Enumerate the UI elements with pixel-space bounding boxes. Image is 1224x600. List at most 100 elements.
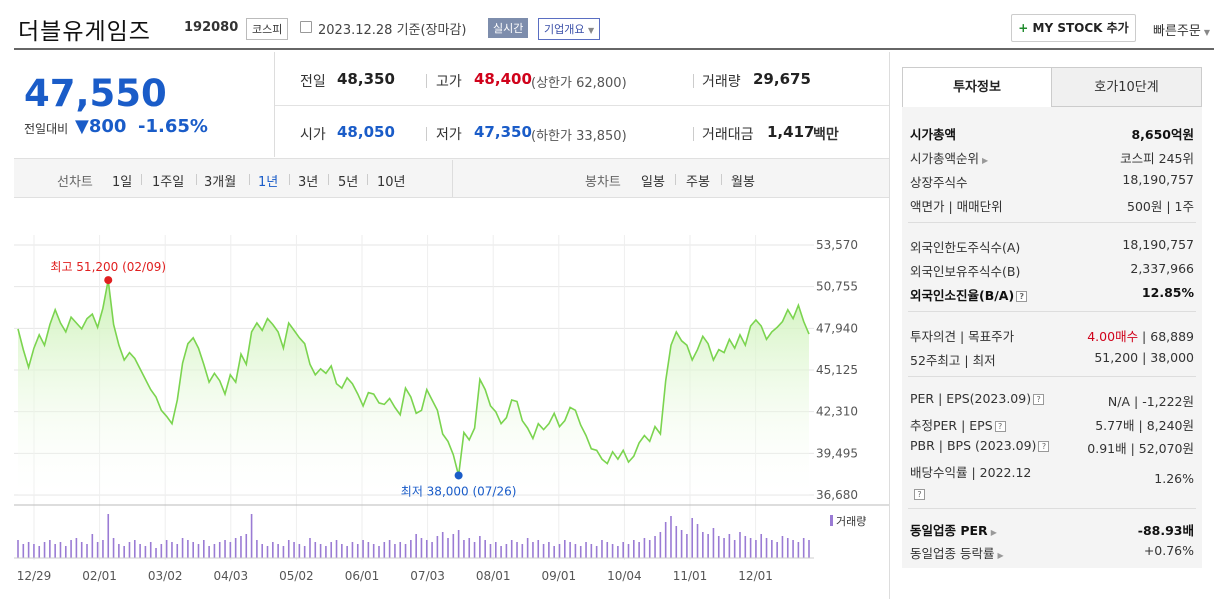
volume-bar (489, 544, 492, 558)
volume-bar (378, 546, 380, 558)
volume-bar (266, 546, 269, 558)
volume-bar (765, 538, 768, 558)
help-icon[interactable]: ? (994, 421, 1006, 432)
divider (141, 174, 142, 185)
volume-bar (80, 542, 83, 558)
est-per-row: 추정PER | EPS? (910, 415, 1006, 434)
volume-bar (786, 538, 789, 558)
volume-bar (287, 540, 290, 558)
foreign-rate-label: 외국인소진율(B/A) (910, 288, 1015, 303)
volume-bar (776, 542, 778, 558)
tab-monthly[interactable]: 월봉 (731, 175, 755, 190)
price-chart[interactable]: 53,570 50,755 47,940 45,125 42,310 39,495 36,6… (14, 230, 890, 600)
help-icon[interactable]: ? (1038, 441, 1050, 452)
tab-10y[interactable]: 10년 (377, 175, 406, 190)
tab-1y[interactable]: 1년 (258, 175, 279, 190)
volume-bar (574, 544, 577, 558)
volume-bar (309, 538, 311, 558)
x-tick-label: 04/03 (214, 569, 249, 583)
market-cap-rank-link[interactable]: 시가총액순위 ▶ (910, 148, 988, 167)
volume-bar (633, 540, 635, 558)
volume-bar (611, 544, 614, 558)
divider (693, 127, 694, 141)
volume-bar (494, 542, 497, 558)
volume-bar (335, 540, 338, 558)
volume-bar (43, 542, 46, 558)
volume-bar (346, 546, 348, 558)
company-overview-dropdown[interactable]: 기업개요 ▼ (538, 18, 601, 40)
volume-bar (532, 542, 534, 558)
volume-bar (744, 536, 747, 558)
volume-bar (622, 542, 624, 558)
tab-orderbook[interactable]: 호가10단계 (1051, 67, 1202, 107)
add-my-stock-button[interactable]: + MY STOCK 추가 (1011, 14, 1136, 42)
help-icon[interactable]: ? (1016, 291, 1028, 302)
realtime-button[interactable]: 실시간 (488, 18, 529, 38)
volume-bar (298, 544, 301, 558)
volume-bar (457, 530, 460, 558)
volume-bar (606, 542, 609, 558)
volume-bar (383, 542, 386, 558)
help-icon[interactable]: ? (914, 489, 925, 500)
sector-rate-link[interactable]: 동일업종 등락률 ▶ (910, 543, 1004, 562)
volume-bar (797, 542, 800, 558)
sector-per-link[interactable]: 동일업종 PER ▶ (910, 520, 997, 539)
header-divider (14, 48, 1214, 50)
tab-1w[interactable]: 1주일 (152, 175, 185, 190)
volume-bar (680, 530, 683, 558)
tab-1d[interactable]: 1일 (112, 175, 133, 190)
divider (889, 52, 890, 599)
divider (274, 52, 275, 157)
tab-3y[interactable]: 3년 (298, 175, 319, 190)
help-icon[interactable]: ? (1033, 394, 1045, 405)
y-tick-label: 53,570 (816, 238, 858, 252)
volume-bar (272, 542, 274, 558)
x-tick-label: 12/29 (17, 569, 52, 583)
div-value: 1.26% (1154, 471, 1194, 486)
volume-bar (659, 532, 662, 558)
volume-bar (569, 542, 571, 558)
volume-bar (75, 538, 78, 558)
est-per-label: 추정PER | EPS (910, 418, 993, 433)
tab-invest-info[interactable]: 투자정보 (902, 67, 1052, 107)
quick-order-button[interactable]: 빠른주문 ▼ (1153, 20, 1210, 39)
x-tick-label: 07/03 (410, 569, 445, 583)
div-help: ? (912, 484, 925, 503)
volume-bar (277, 544, 279, 558)
volume-bar (314, 542, 317, 558)
high-label: 고가 (436, 74, 462, 90)
volume-bar (627, 544, 630, 558)
volume-bar (410, 540, 412, 558)
volume-bar (479, 536, 481, 558)
volume-bar (118, 544, 120, 558)
volume-bar (197, 544, 200, 558)
chevron-right-icon: ▶ (982, 156, 989, 165)
amount-unit: 백만 (813, 127, 839, 143)
divider (328, 174, 329, 185)
opinion-label: 투자의견 | 목표주가 (910, 329, 1015, 344)
divider (452, 160, 453, 197)
volume-bar (579, 546, 582, 558)
volume-bar (542, 544, 545, 558)
tab-3m[interactable]: 3개월 (204, 175, 237, 190)
tab-5y[interactable]: 5년 (338, 175, 359, 190)
divider (675, 174, 676, 185)
opinion-rating: 4.00매수 (1087, 329, 1139, 344)
volume-bar (516, 542, 518, 558)
upper-limit: (상한가 62,800) (531, 76, 627, 91)
volume-bar (452, 534, 455, 558)
sector-per-value: -88.93배 (1137, 523, 1194, 538)
volume-bar (436, 536, 439, 558)
tab-weekly[interactable]: 주봉 (686, 175, 710, 190)
low-annotation: 최저 38,000 (07/26) (401, 484, 517, 498)
market-cap-rank-label: 시가총액순위 (910, 151, 980, 166)
volume-bar (553, 546, 555, 558)
tab-daily[interactable]: 일봉 (641, 175, 665, 190)
volume-bar (505, 544, 508, 558)
volume-bar (420, 538, 423, 558)
price-area (18, 280, 809, 495)
divider (367, 174, 368, 185)
volume-bar (473, 542, 476, 558)
volume-bar (218, 542, 221, 558)
volume-bar (755, 540, 757, 558)
